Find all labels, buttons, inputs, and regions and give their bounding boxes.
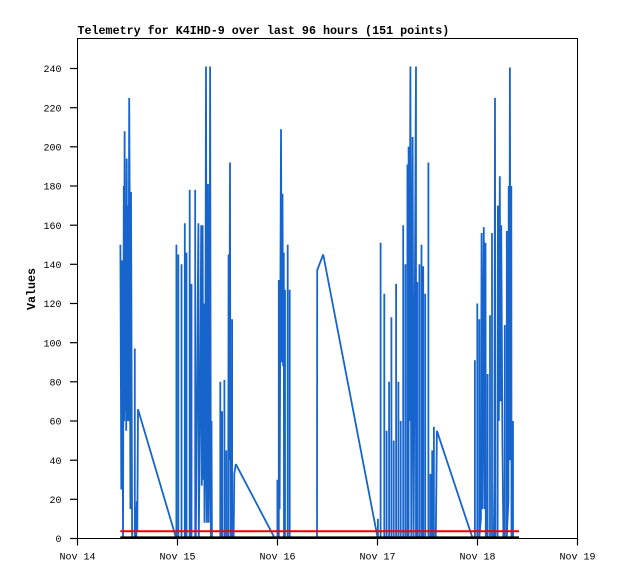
svg-text:20: 20 bbox=[49, 496, 61, 507]
svg-text:200: 200 bbox=[43, 143, 61, 154]
svg-text:Nov 14: Nov 14 bbox=[59, 553, 95, 564]
svg-text:160: 160 bbox=[43, 222, 61, 233]
svg-text:Nov 17: Nov 17 bbox=[359, 553, 395, 564]
svg-text:80: 80 bbox=[49, 378, 61, 389]
svg-text:Nov 19: Nov 19 bbox=[559, 553, 595, 564]
svg-text:Telemetry for K4IHD-9 over las: Telemetry for K4IHD-9 over last 96 hours… bbox=[78, 24, 450, 38]
svg-text:220: 220 bbox=[43, 104, 61, 115]
svg-text:100: 100 bbox=[43, 339, 61, 350]
svg-text:Values: Values bbox=[25, 268, 39, 310]
svg-text:Nov 16: Nov 16 bbox=[259, 553, 295, 564]
svg-text:140: 140 bbox=[43, 261, 61, 272]
svg-text:Nov 18: Nov 18 bbox=[459, 553, 495, 564]
svg-text:240: 240 bbox=[43, 65, 61, 76]
svg-text:120: 120 bbox=[43, 300, 61, 311]
svg-text:Nov 15: Nov 15 bbox=[159, 553, 195, 564]
svg-text:180: 180 bbox=[43, 183, 61, 194]
svg-text:60: 60 bbox=[49, 418, 61, 429]
svg-text:40: 40 bbox=[49, 457, 61, 468]
svg-text:0: 0 bbox=[55, 535, 61, 546]
